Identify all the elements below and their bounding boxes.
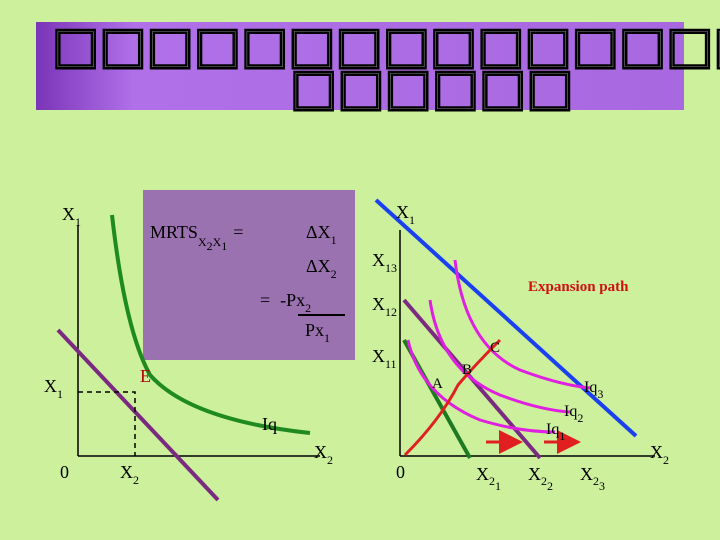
formula-denominator: ΔX2: [306, 256, 337, 281]
curve-label: Iq2: [564, 403, 583, 425]
curve-label: Iq3: [584, 379, 603, 401]
x-axis-label: X2: [314, 442, 333, 467]
x-axis-label: X2: [650, 442, 669, 467]
y-axis-label: X1: [62, 204, 81, 229]
formula-lhs: MRTSX2X1=: [150, 222, 243, 253]
curve-label: Iq: [262, 414, 277, 434]
formula-box: [143, 190, 355, 360]
expansion-label: Expansion path: [528, 279, 629, 295]
y-level-label: X13: [372, 250, 397, 275]
point-label: C: [490, 340, 500, 356]
origin: 0: [396, 462, 405, 482]
y-level-label: X12: [372, 294, 397, 319]
y-axis-label: X1: [396, 202, 415, 227]
curve-label: Iq1: [546, 421, 565, 443]
origin: 0: [60, 462, 69, 482]
y-level-label: X1: [44, 376, 63, 401]
formula-price-den: Px1: [305, 320, 330, 345]
x-level-label: X22: [528, 464, 553, 493]
x-level-label: X21: [476, 464, 501, 493]
point-label: E: [140, 366, 151, 386]
point-label: B: [462, 362, 472, 378]
title-line-1: □□□□□□□□□□□□□□□□: [52, 16, 720, 74]
title-banner: [36, 22, 684, 110]
point-label: A: [432, 376, 443, 392]
y-level-label: X11: [372, 346, 397, 371]
x-level-label: X23: [580, 464, 605, 493]
left-diagram: X1 X1 0 X2 X2 E Iq: [44, 204, 333, 502]
formula-price: = -Px2: [260, 290, 311, 315]
x-level-label: X2: [120, 462, 139, 487]
right-diagram: X1 X13 X12 X11 0 X21 X22 X23 X2 Expansio…: [372, 198, 669, 493]
formula-numerator: ΔX1: [306, 222, 337, 247]
title-line-2: □□□□□□: [290, 58, 573, 116]
